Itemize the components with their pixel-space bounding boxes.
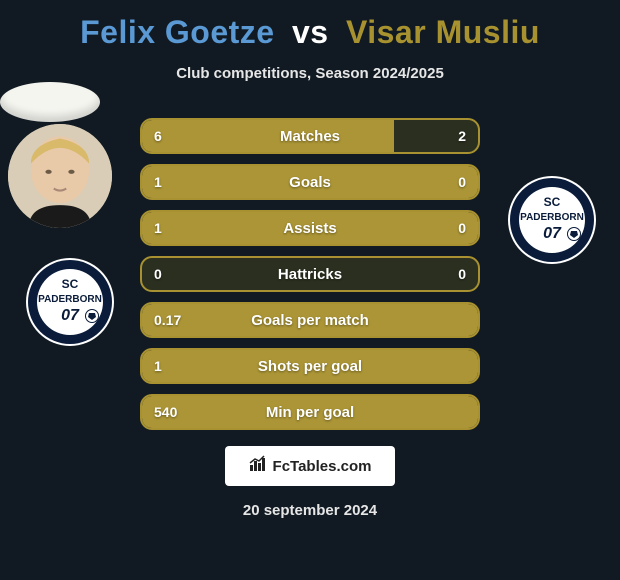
stat-row-shots-per-goal: 1 Shots per goal [140, 348, 480, 384]
stat-row-assists: 1 Assists 0 [140, 210, 480, 246]
badge-line1: SC [62, 277, 79, 291]
stat-right-value: 2 [458, 120, 466, 152]
stat-row-hattricks: 0 Hattricks 0 [140, 256, 480, 292]
brand-text: FcTables.com [273, 458, 372, 475]
player1-club-badge: SC PADERBORN 07 [26, 258, 114, 346]
stat-label: Matches [142, 120, 478, 152]
stat-label: Hattricks [142, 258, 478, 290]
stat-right-value: 0 [458, 166, 466, 198]
player2-club-badge: SC PADERBORN 07 [508, 176, 596, 264]
stat-row-matches: 6 Matches 2 [140, 118, 480, 154]
player2-avatar [0, 82, 100, 122]
stat-row-goals-per-match: 0.17 Goals per match [140, 302, 480, 338]
badge-line2: PADERBORN [38, 294, 102, 305]
stat-right-value: 0 [458, 212, 466, 244]
stat-label: Goals [142, 166, 478, 198]
stat-label: Shots per goal [142, 350, 478, 382]
vs-label: vs [292, 14, 329, 50]
player1-avatar [8, 124, 112, 228]
comparison-title: Felix Goetze vs Visar Musliu [0, 0, 620, 51]
stat-label: Goals per match [142, 304, 478, 336]
subtitle: Club competitions, Season 2024/2025 [0, 65, 620, 82]
stat-label: Min per goal [142, 396, 478, 428]
badge-line2: PADERBORN [520, 212, 584, 223]
stat-label: Assists [142, 212, 478, 244]
badge-line1: SC [544, 195, 561, 209]
badge-line3: 07 [61, 307, 80, 324]
player2-name: Visar Musliu [346, 14, 540, 50]
stat-row-goals: 1 Goals 0 [140, 164, 480, 200]
badge-line3: 07 [543, 225, 562, 242]
chart-icon [249, 455, 267, 477]
footer-date: 20 september 2024 [0, 502, 620, 519]
brand-tag: FcTables.com [225, 446, 395, 486]
player1-name: Felix Goetze [80, 14, 275, 50]
stat-row-min-per-goal: 540 Min per goal [140, 394, 480, 430]
stat-right-value: 0 [458, 258, 466, 290]
stats-container: 6 Matches 2 1 Goals 0 1 Assists 0 0 Hatt… [140, 118, 480, 440]
